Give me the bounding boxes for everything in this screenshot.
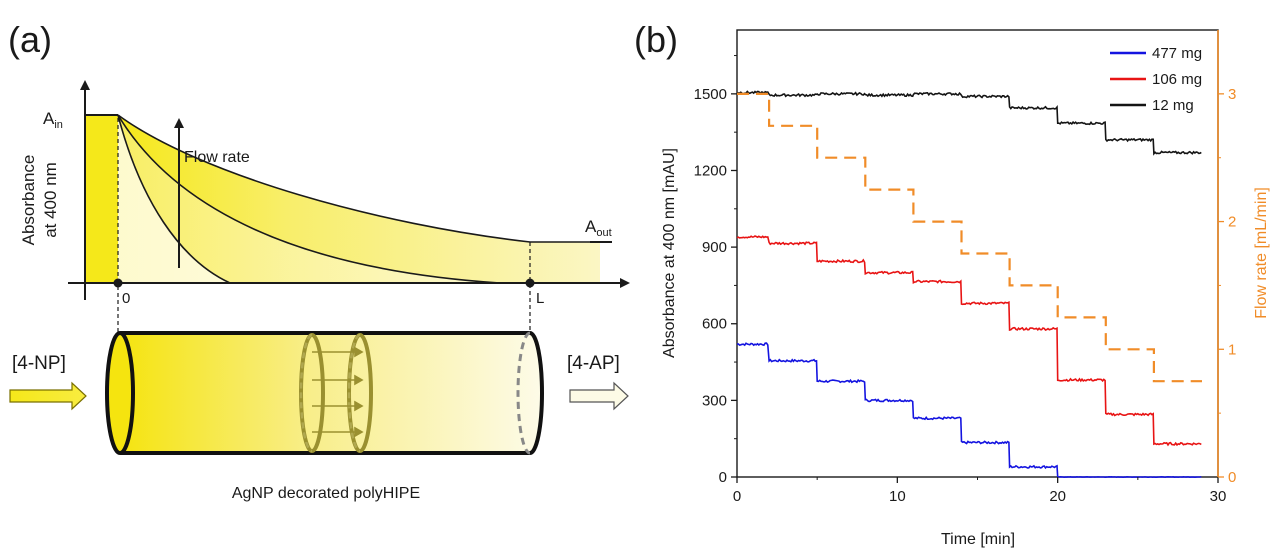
- cylinder-inlet-face: [105, 331, 135, 455]
- x-tick-label: 10: [889, 488, 906, 505]
- y2-tick-label: 2: [1228, 214, 1236, 231]
- a-in-label: Ain: [43, 109, 63, 131]
- x-L-marker: [525, 278, 535, 288]
- y-tick-label: 1200: [694, 162, 727, 179]
- mid-profile-fill: [118, 115, 500, 283]
- panel-a: (a) Flow rate Ain Aout Absorbance: [8, 19, 630, 502]
- y-tick-label: 0: [719, 469, 727, 486]
- y2-tick-label: 3: [1228, 86, 1236, 103]
- profile-curve-high-flow: [117, 114, 610, 243]
- inlet-label: [4-NP]: [12, 353, 66, 374]
- x-L-label: L: [536, 290, 544, 307]
- legend-label: 106 mg: [1152, 71, 1202, 88]
- cylinder-body: [120, 333, 542, 453]
- cylinder-outlet-back: [516, 331, 531, 455]
- x-tick-label: 30: [1210, 488, 1227, 505]
- y-axis-label: Absorbance at 400 nm [mAU]: [661, 148, 678, 358]
- panel-b-label: (b): [634, 19, 678, 60]
- outlet-label: [4-AP]: [567, 353, 620, 374]
- a-ylabel: Absorbance at 400 nm: [19, 155, 60, 246]
- profile-curve-low-flow: [117, 114, 231, 284]
- polyhipe-cylinder: [105, 331, 544, 455]
- absorbance-profile: Flow rate Ain Aout Absorbance at 400 nm …: [19, 80, 630, 425]
- y2-tick-label: 0: [1228, 469, 1236, 486]
- series-line-477-mg: [736, 342, 1202, 479]
- series-line-flow-rate: [737, 92, 1202, 383]
- legend-label: 12 mg: [1152, 97, 1194, 114]
- series-line-106-mg: [736, 235, 1202, 447]
- legend-label: 477 mg: [1152, 45, 1202, 62]
- flow-slice-rear-back: [347, 333, 361, 453]
- svg-text:Absorbance: Absorbance: [19, 155, 38, 246]
- flow-arrows: [312, 346, 364, 438]
- a-out-label: Aout: [585, 217, 612, 239]
- inlet-fill: [85, 115, 118, 283]
- series-line-12-mg: [736, 90, 1202, 156]
- y-tick-label: 300: [702, 392, 727, 409]
- x-axis-label: Time [min]: [941, 531, 1015, 548]
- svg-text:at 400 nm: at 400 nm: [41, 162, 60, 238]
- panel-a-label: (a): [8, 19, 52, 60]
- x-tick-label: 0: [733, 488, 741, 505]
- y-tick-label: 900: [702, 239, 727, 256]
- y2-axis-label: Flow rate [mL/min]: [1253, 187, 1270, 319]
- outlet-arrow: [569, 381, 629, 411]
- flow-slice-front-back: [299, 333, 313, 453]
- cylinder-caption: AgNP decorated polyHIPE: [232, 485, 420, 502]
- series-layer: [736, 90, 1202, 479]
- inner-profile-fill: [118, 115, 230, 283]
- profile-curve-mid-flow: [117, 114, 501, 284]
- x-zero-label: 0: [122, 290, 130, 307]
- y2-tick-label: 1: [1228, 341, 1236, 358]
- inlet-arrow: [9, 381, 87, 411]
- legend: 477 mg 106 mg 12 mg: [1110, 45, 1202, 114]
- y-tick-label: 600: [702, 316, 727, 333]
- y-tick-label: 1500: [694, 86, 727, 103]
- x-tick-label: 20: [1049, 488, 1066, 505]
- cylinder-outlet-front: [529, 331, 544, 455]
- flow-rate-label: Flow rate: [184, 149, 250, 166]
